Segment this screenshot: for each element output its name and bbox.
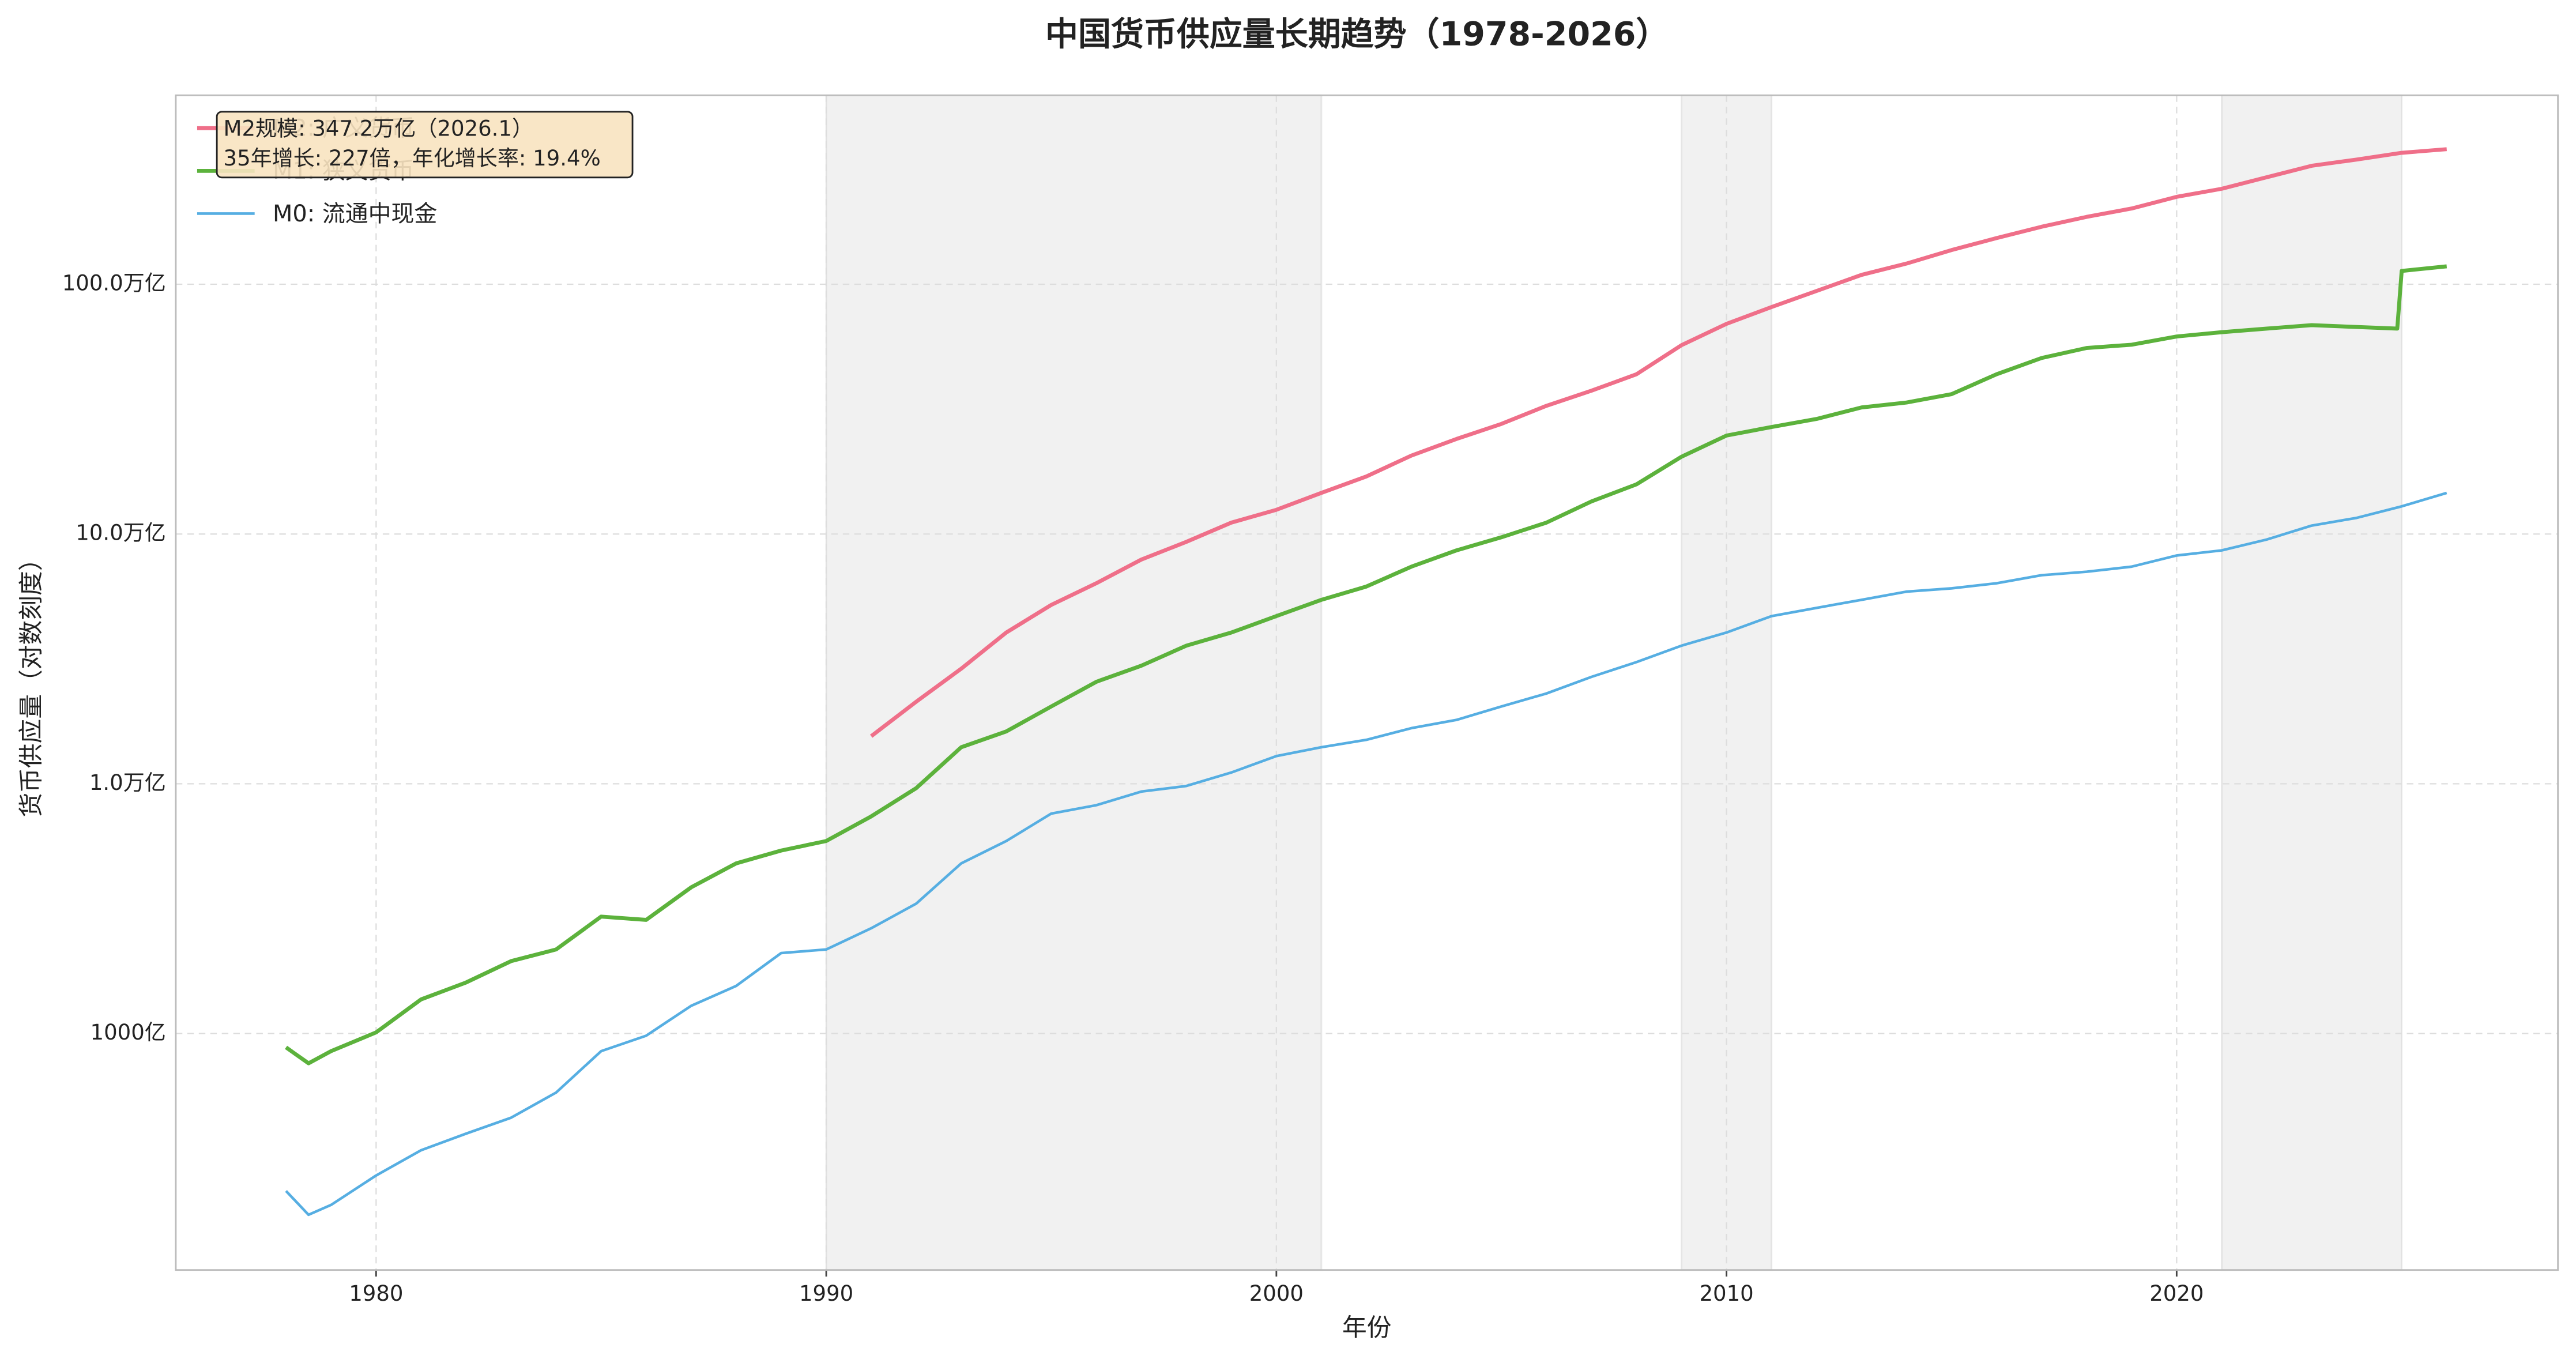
x-tick-label: 2010 [1699, 1281, 1753, 1306]
shaded-region [825, 94, 1323, 1271]
y-tick-label: 1000亿 [91, 1020, 166, 1045]
y-tick-label: 1.0万亿 [89, 770, 166, 795]
x-tick-label: 2000 [1249, 1281, 1304, 1306]
series-line [285, 491, 2447, 1217]
annotation-text: 35年增长: 227倍，年化增长率: 19.4% [224, 146, 601, 171]
y-tick-label: 100.0万亿 [62, 271, 166, 296]
legend-label: M0: 流通中现金 [273, 201, 437, 227]
x-tick-label: 2020 [2149, 1281, 2204, 1306]
annotation-box [216, 111, 634, 179]
series-line [285, 264, 2447, 1065]
y-tick-label: 10.0万亿 [76, 521, 166, 545]
series-line [870, 147, 2447, 738]
x-axis-label: 年份 [1342, 1313, 1391, 1342]
annotation-text: M2规模: 347.2万亿（2026.1） [224, 116, 534, 141]
y-axis-label: 货币供应量（对数刻度） [17, 547, 46, 818]
plot-frame [175, 94, 2559, 1271]
shaded-region [2221, 94, 2403, 1271]
x-tick-label: 1980 [349, 1281, 403, 1306]
chart-title: 中国货币供应量长期趋势（1978-2026） [1045, 15, 1669, 53]
x-tick-label: 1990 [799, 1281, 853, 1306]
